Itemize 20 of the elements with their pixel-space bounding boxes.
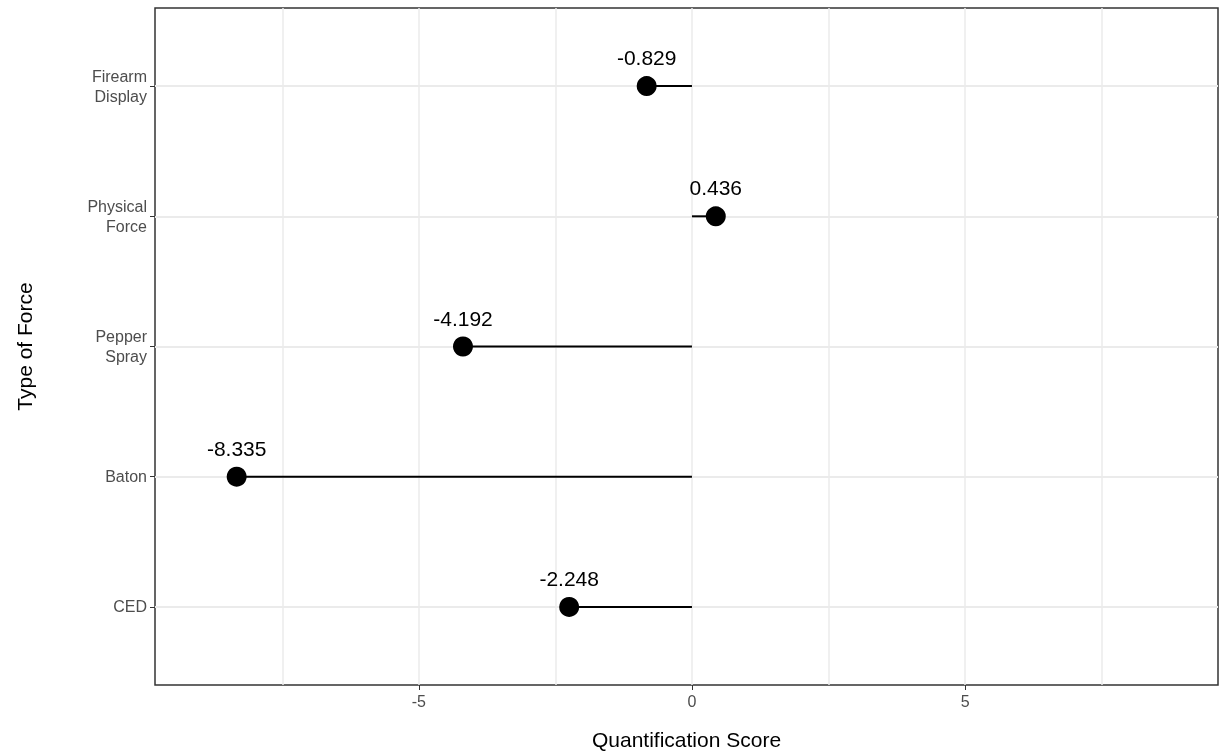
x-tick-label: 5 — [960, 692, 970, 710]
point — [226, 466, 247, 487]
data-label: 0.436 — [689, 176, 743, 200]
data-label: -8.335 — [206, 436, 267, 460]
y-tick-label: CED — [113, 598, 147, 616]
point — [705, 206, 726, 227]
point — [559, 596, 580, 617]
data-label: -0.829 — [616, 46, 677, 70]
data-label: -2.248 — [539, 566, 599, 590]
point — [453, 336, 473, 357]
x-tick-label: -5 — [411, 692, 427, 710]
y-tick-label: Pepper Spray — [95, 328, 148, 365]
x-axis-title: Quantification Score — [591, 728, 782, 751]
point — [636, 76, 657, 97]
y-tick-label: Baton — [105, 468, 147, 486]
y-tick-label: Firearm Display — [91, 67, 147, 105]
data-label: -4.192 — [433, 306, 493, 330]
y-tick-label: Physical Force — [87, 197, 148, 235]
y-axis-title: Type of Force — [13, 282, 36, 411]
x-tick-label: 0 — [687, 692, 697, 710]
